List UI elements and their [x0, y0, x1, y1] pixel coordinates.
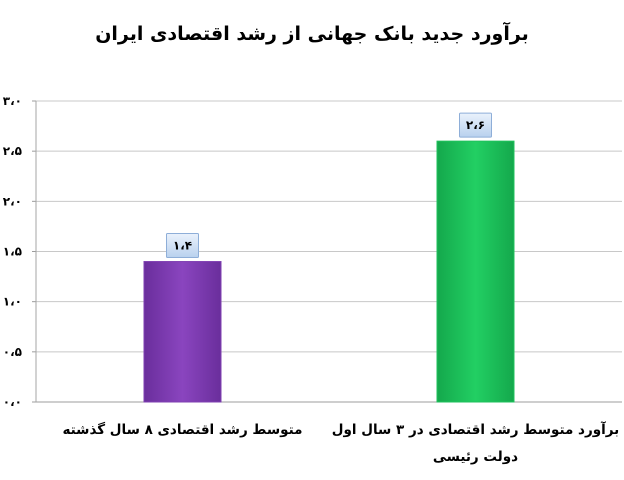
y-tick-label: ۱،۰: [3, 295, 22, 309]
data-label-box: [459, 112, 492, 138]
y-axis-ticks: ۰،۰ ۰،۵ ۱،۰ ۱،۵ ۲،۰ ۲،۵ ۳،۰: [3, 94, 36, 409]
y-tick-label: ۲،۵: [3, 144, 22, 158]
chart-title: برآورد جدید بانک جهانی از رشد اقتصادی ای…: [95, 21, 529, 45]
category-label: برآورد متوسط رشد اقتصادی در ۳ سال اول: [332, 421, 619, 438]
bar-2: [436, 140, 515, 403]
data-label: ۱،۴: [173, 239, 192, 253]
data-label-box: [166, 233, 199, 259]
y-tick-label: ۰،۵: [3, 345, 22, 359]
data-label: ۲،۶: [466, 118, 485, 132]
y-tick-label: ۱،۵: [3, 245, 22, 259]
category-label: متوسط رشد اقتصادی ۸ سال گذشته: [62, 421, 302, 438]
y-tick-label: ۲،۰: [3, 194, 22, 208]
bar-1: [143, 261, 222, 403]
data-labels: ۱،۴ ۲،۶: [166, 112, 492, 259]
category-label: دولت رئیسی: [433, 449, 518, 465]
y-tick-label: ۳،۰: [3, 94, 22, 108]
bars: [143, 140, 515, 403]
gridlines: [36, 100, 622, 403]
category-labels: متوسط رشد اقتصادی ۸ سال گذشته برآورد متوس…: [62, 421, 619, 465]
y-tick-label: ۰،۰: [3, 395, 22, 409]
